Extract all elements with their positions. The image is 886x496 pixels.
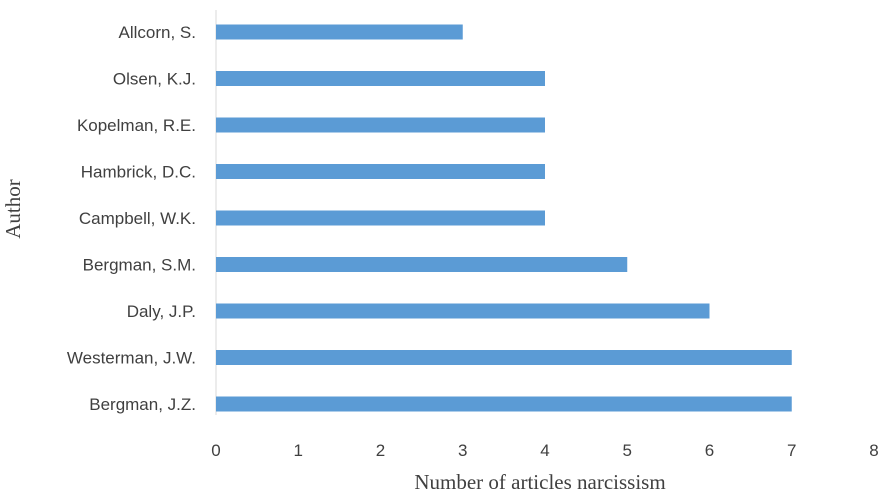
bar: [216, 396, 792, 412]
category-label: Westerman, J.W.: [67, 349, 196, 368]
category-label: Campbell, W.K.: [79, 209, 196, 228]
x-axis-title: Number of articles narcissism: [414, 470, 665, 494]
x-tick-label: 8: [869, 441, 878, 460]
y-axis-title: Author: [1, 179, 25, 239]
bar: [216, 210, 545, 226]
bar: [216, 71, 545, 86]
x-tick-label: 0: [211, 441, 220, 460]
category-label: Hambrick, D.C.: [81, 163, 196, 182]
category-label: Daly, J.P.: [127, 302, 196, 321]
bars-group: [216, 24, 792, 412]
x-tick-label: 1: [294, 441, 303, 460]
category-label: Allcorn, S.: [119, 23, 196, 42]
x-tick-label: 2: [376, 441, 385, 460]
category-label: Bergman, S.M.: [83, 256, 196, 275]
bar: [216, 350, 792, 365]
x-tick-label: 4: [540, 441, 549, 460]
x-tick-labels-group: 0 1 2 3 4 5 6 7 8: [211, 441, 878, 460]
category-labels-group: Allcorn, S. Olsen, K.J. Kopelman, R.E. Hamb…: [67, 23, 196, 414]
bar: [216, 117, 545, 133]
x-tick-label: 5: [623, 441, 632, 460]
category-label: Bergman, J.Z.: [89, 395, 196, 414]
bar: [216, 257, 628, 272]
x-tick-label: 6: [705, 441, 714, 460]
bar: [216, 303, 710, 319]
category-label: Kopelman, R.E.: [77, 116, 196, 135]
x-tick-label: 3: [458, 441, 467, 460]
bar: [216, 24, 463, 40]
bar: [216, 164, 545, 179]
x-tick-label: 7: [787, 441, 796, 460]
category-label: Olsen, K.J.: [113, 70, 196, 89]
